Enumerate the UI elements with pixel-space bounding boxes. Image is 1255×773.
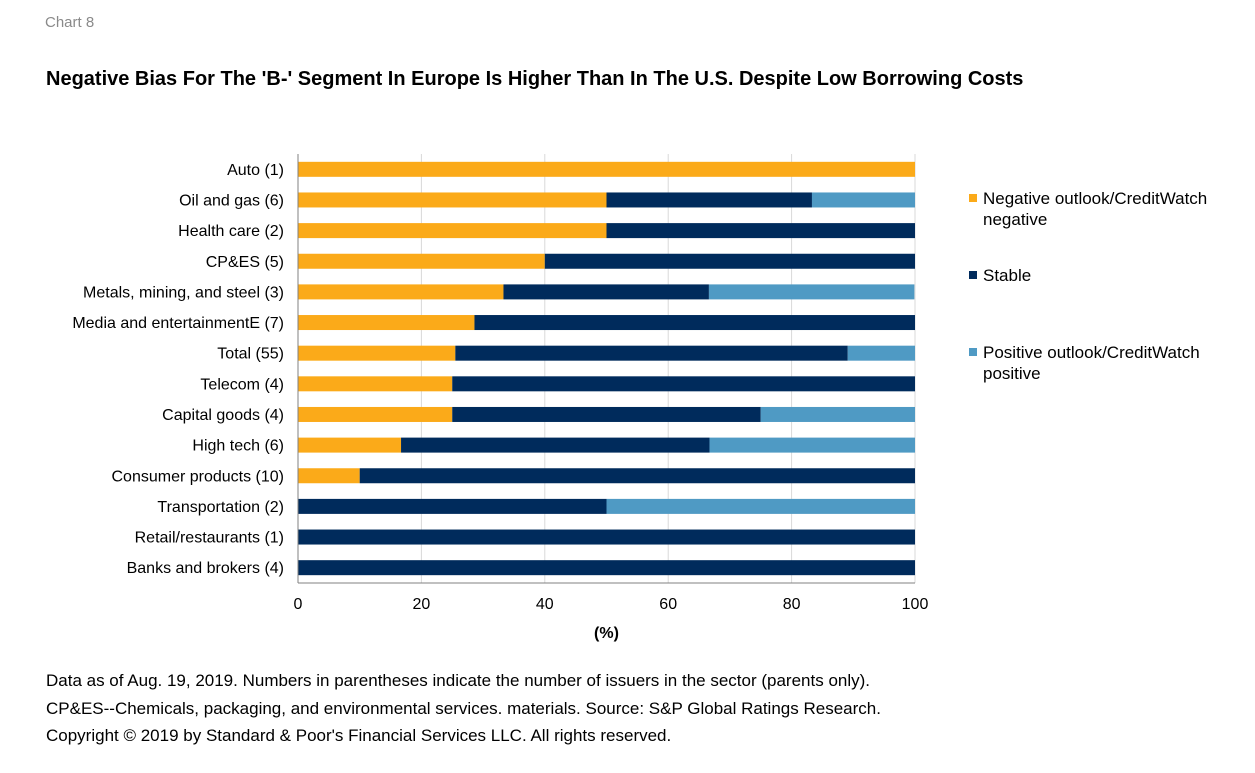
category-label: Transportation (2) xyxy=(157,499,284,516)
bar-segment-series-1 xyxy=(452,406,761,422)
bar-segment-series-1 xyxy=(298,498,607,514)
bar-segment-series-1 xyxy=(401,437,710,453)
stacked-bar-chart: Auto (1) Oil and gas (6) Health care (2) CP… xyxy=(72,154,1207,642)
bar-segment-series-0 xyxy=(298,437,402,453)
category-label: Capital goods (4) xyxy=(162,407,284,424)
category-label: Metals, mining, and steel (3) xyxy=(83,284,284,301)
bar-segment-series-1 xyxy=(606,223,915,239)
bar-segment-series-1 xyxy=(544,253,915,269)
bar-segment-series-0 xyxy=(298,376,453,392)
bar-segment-series-0 xyxy=(298,406,453,422)
category-label: Telecom (4) xyxy=(200,376,284,393)
chart-notes: Data as of Aug. 19, 2019. Numbers in par… xyxy=(46,667,881,750)
bar-segment-series-1 xyxy=(455,345,848,361)
x-tick-label: 100 xyxy=(902,596,929,613)
category-label: Auto (1) xyxy=(227,162,284,179)
bar-segment-series-2 xyxy=(847,345,915,361)
bar-segment-series-0 xyxy=(298,345,456,361)
x-tick-label: 60 xyxy=(659,596,677,613)
bar-segment-series-0 xyxy=(298,161,915,177)
legend-swatch xyxy=(969,348,977,356)
category-label: Total (55) xyxy=(217,346,284,363)
note-line-2: CP&ES--Chemicals, packaging, and environ… xyxy=(46,698,881,718)
bar-segment-series-2 xyxy=(708,284,915,300)
bar-segment-series-1 xyxy=(452,376,915,392)
legend-label: Positive outlook/CreditWatch positive xyxy=(983,343,1200,383)
category-label: Banks and brokers (4) xyxy=(127,560,284,577)
legend-label: Stable xyxy=(983,266,1031,285)
legend-label: Negative outlook/CreditWatch negative xyxy=(983,189,1207,229)
x-tick-label: 40 xyxy=(536,596,554,613)
bar-segment-series-1 xyxy=(606,192,812,208)
bar-segment-series-1 xyxy=(503,284,709,300)
bar-segment-series-0 xyxy=(298,468,360,484)
note-line-1: Data as of Aug. 19, 2019. Numbers in par… xyxy=(46,671,871,690)
bar-segment-series-2 xyxy=(811,192,915,208)
bar-segment-series-0 xyxy=(298,223,607,239)
bar-segment-series-0 xyxy=(298,253,545,269)
bar-segment-series-1 xyxy=(298,529,915,545)
bar-segment-series-2 xyxy=(606,498,915,514)
category-label: Media and entertainmentE (7) xyxy=(72,315,284,332)
legend-swatch xyxy=(969,194,977,202)
chart-number-label: Chart 8 xyxy=(45,14,95,31)
bar-segment-series-0 xyxy=(298,192,607,208)
category-label: CP&ES (5) xyxy=(206,254,284,271)
category-label: Retail/restaurants (1) xyxy=(135,530,284,547)
x-axis-label: (%) xyxy=(594,625,619,642)
category-label: High tech (6) xyxy=(192,438,284,455)
bar-segment-series-1 xyxy=(359,468,915,484)
chart-title: Negative Bias For The 'B-' Segment In Eu… xyxy=(46,68,1024,90)
x-tick-label: 80 xyxy=(783,596,801,613)
bar-segment-series-0 xyxy=(298,315,475,331)
bar-segment-series-2 xyxy=(760,406,915,422)
note-line-3: Copyright © 2019 by Standard & Poor's Fi… xyxy=(46,726,672,745)
category-label: Consumer products (10) xyxy=(111,468,284,485)
category-label: Oil and gas (6) xyxy=(179,192,284,209)
x-tick-label: 20 xyxy=(413,596,431,613)
bar-segment-series-0 xyxy=(298,284,504,300)
x-tick-label: 0 xyxy=(294,596,303,613)
category-label: Health care (2) xyxy=(178,223,284,240)
legend-swatch xyxy=(969,271,977,279)
bar-segment-series-1 xyxy=(474,315,915,331)
bar-segment-series-1 xyxy=(298,560,915,576)
bar-segment-series-2 xyxy=(709,437,915,453)
